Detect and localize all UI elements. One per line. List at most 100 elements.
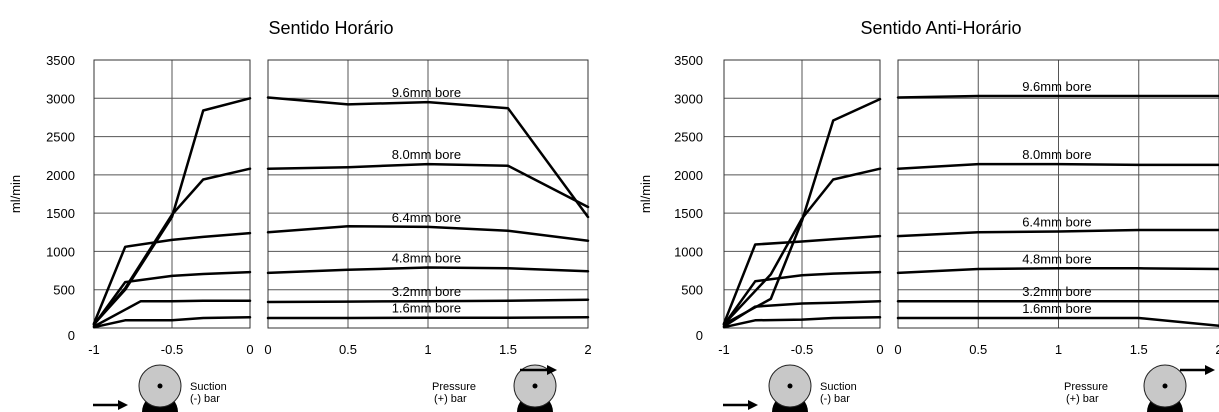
x-tick-label: 0 — [894, 342, 901, 357]
x-tick-label: 0 — [264, 342, 271, 357]
chart-title: Sentido Horário — [268, 18, 393, 38]
pressure-label: Pressure — [432, 381, 476, 393]
series-label: 6.4mm bore — [392, 210, 461, 225]
x-tick-label: 1.5 — [499, 342, 517, 357]
series-line — [722, 234, 882, 325]
arrow-head — [748, 400, 758, 410]
series-line — [266, 224, 590, 242]
series-label: 3.2mm bore — [1022, 284, 1091, 299]
y-tick-label: 3500 — [674, 53, 703, 68]
y-axis-label: ml/min — [8, 175, 23, 213]
y-tick-label: 500 — [681, 283, 703, 298]
arrow-head — [118, 400, 128, 410]
pressure-arrow-icon — [520, 365, 557, 375]
x-tick-label: 1 — [424, 342, 431, 357]
series-line — [266, 266, 590, 275]
y-tick-label: 2500 — [674, 130, 703, 145]
series-line — [92, 299, 252, 328]
chart-1: Sentido Horário ml/min 0 500 1000 1500 2000 250… — [8, 18, 592, 412]
y-tick-label: 2500 — [46, 130, 75, 145]
series-line — [266, 298, 590, 304]
series-line — [896, 162, 1219, 170]
arrow-head — [1205, 365, 1215, 375]
pressure-label: Pressure — [1064, 381, 1108, 393]
series-label: 6.4mm bore — [1022, 215, 1091, 230]
series-label: 3.2mm bore — [392, 284, 461, 299]
pressure-panel: 0 0.5 1 1.5 2 9.6mm bore 8.0mm bore 6.4mm bore 4… — [894, 59, 1219, 357]
series-label: 8.0mm bore — [1022, 147, 1091, 162]
pressure-arrow-icon — [1180, 365, 1215, 375]
series-line — [266, 316, 590, 320]
panel-frame — [723, 59, 881, 329]
suction-arrow-icon — [723, 400, 758, 410]
x-tick-label: 0 — [876, 342, 883, 357]
series-line — [722, 270, 882, 327]
y-tick-label: 500 — [53, 283, 75, 298]
series-label: 9.6mm bore — [1022, 79, 1091, 94]
suction-label: Suction — [190, 381, 227, 393]
x-tick-label: 2 — [1215, 342, 1219, 357]
panel-frame — [93, 59, 251, 329]
series-line — [722, 316, 882, 329]
x-tick-label: -0.5 — [161, 342, 183, 357]
x-tick-label: 0.5 — [969, 342, 987, 357]
suction-unit-label: (-) bar — [190, 393, 220, 405]
panel-frame — [267, 59, 589, 329]
y-tick-label: 2000 — [674, 168, 703, 183]
series-line — [896, 228, 1219, 238]
y-tick-label: 0 — [68, 328, 75, 343]
x-tick-label: -0.5 — [791, 342, 813, 357]
pressure-unit-label: (+) bar — [1066, 393, 1099, 405]
series-line — [896, 94, 1219, 99]
series-label: 4.8mm bore — [392, 251, 461, 266]
suction-panel: -1 -0.5 0 — [718, 59, 884, 357]
series-line — [266, 162, 590, 209]
x-tick-label: -1 — [88, 342, 100, 357]
series-label: 9.6mm bore — [392, 85, 461, 100]
arrow-head — [547, 365, 557, 375]
chart-2: Sentido Anti-Horárioml/min05001000150020… — [638, 18, 1219, 412]
suction-arrow-icon — [93, 400, 128, 410]
pressure-wheel-icon — [1143, 364, 1187, 412]
wheel-hub — [157, 383, 163, 389]
y-tick-label: 2000 — [46, 168, 75, 183]
series-line — [92, 270, 252, 327]
series-line — [722, 299, 882, 328]
y-tick-label: 3000 — [674, 91, 703, 106]
series-line — [92, 231, 252, 325]
series-line — [896, 316, 1219, 327]
x-tick-label: 1.5 — [1130, 342, 1148, 357]
y-tick-label: 1000 — [46, 244, 75, 259]
y-tick-label: 1500 — [46, 206, 75, 221]
series-line — [896, 267, 1219, 275]
pressure-unit-label: (+) bar — [434, 393, 467, 405]
x-tick-label: 0.5 — [339, 342, 357, 357]
y-axis-label: ml/min — [638, 175, 653, 213]
suction-panel: -1 -0.5 0 — [88, 59, 254, 357]
wheel-hub — [532, 383, 538, 389]
panel-frame — [897, 59, 1219, 329]
suction-wheel-icon — [138, 364, 182, 412]
series-line — [92, 167, 252, 326]
wheel-hub — [1162, 383, 1168, 389]
x-tick-label: 1 — [1055, 342, 1062, 357]
suction-wheel-icon — [768, 364, 812, 412]
series-line — [92, 316, 252, 329]
suction-label: Suction — [820, 381, 857, 393]
pressure-wheel-icon — [513, 364, 557, 412]
series-line — [722, 167, 882, 326]
series-label: 8.0mm bore — [392, 147, 461, 162]
chart-title: Sentido Anti-Horário — [860, 18, 1021, 38]
y-tick-label: 3000 — [46, 91, 75, 106]
suction-unit-label: (-) bar — [820, 393, 850, 405]
pressure-panel: 0 0.5 1 1.5 2 9.6mm bore 8.0mm bore 6.4mm bore 4… — [264, 59, 592, 357]
y-tick-label: 1500 — [674, 206, 703, 221]
x-tick-label: -1 — [718, 342, 730, 357]
x-tick-label: 2 — [584, 342, 591, 357]
wheel-hub — [787, 383, 793, 389]
series-label: 1.6mm bore — [1022, 301, 1091, 316]
y-tick-label: 3500 — [46, 53, 75, 68]
series-line — [266, 96, 590, 219]
series-label: 1.6mm bore — [392, 301, 461, 316]
